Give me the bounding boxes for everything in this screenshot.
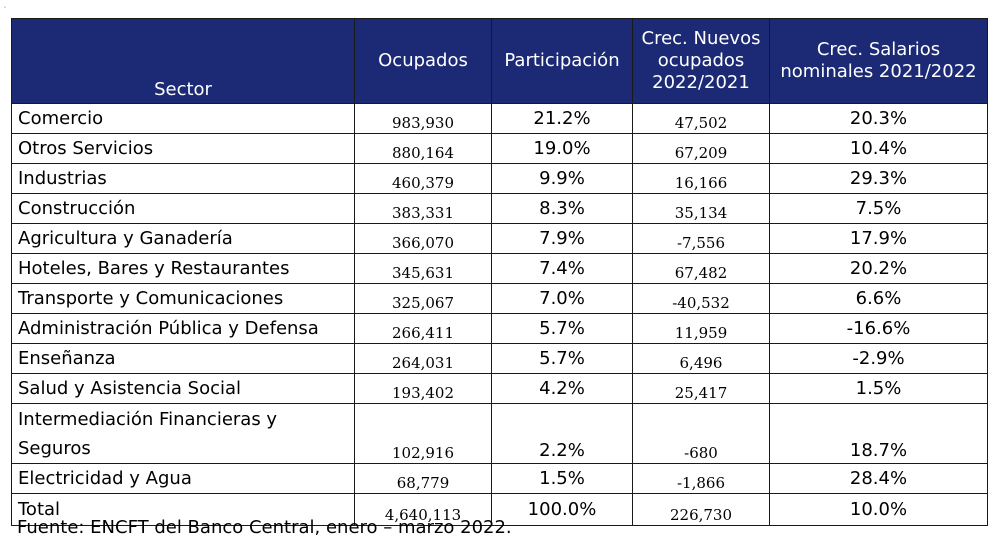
cell-crec-salarios: -16.6%: [769, 313, 988, 344]
table-row: Transporte y Comunicaciones 325,067 7.0%…: [11, 283, 988, 314]
cell-crec-salarios: 17.9%: [769, 223, 988, 254]
cell-ocupados: 325,067: [354, 283, 492, 314]
cell-sector-line2: Seguros: [18, 437, 91, 459]
cell-participacion: 7.4%: [491, 253, 633, 284]
cell-ocupados: 460,379: [354, 163, 492, 194]
header-sector: Sector: [11, 18, 355, 104]
cell-participacion: 9.9%: [491, 163, 633, 194]
cell-sector-line1: Intermediación Financieras y: [18, 408, 278, 430]
table-row: Intermediación Financieras y Seguros 102,…: [11, 403, 988, 464]
table-row: Hoteles, Bares y Restaurantes 345,631 7.…: [11, 253, 988, 284]
table-row: Electricidad y Agua 68,779 1.5% -1,866 2…: [11, 463, 988, 494]
cell-ocupados: 983,930: [354, 103, 492, 134]
cell-crec-nuevos: 11,959: [632, 313, 770, 344]
header-participacion: Participación: [491, 18, 633, 104]
corner-mark: ʼ: [4, 6, 6, 13]
cell-crec-salarios: 20.2%: [769, 253, 988, 284]
total-crec-nuevos: 226,730: [632, 493, 770, 526]
table-row: Comercio 983,930 21.2% 47,502 20.3%: [11, 103, 988, 134]
total-crec-salarios: 10.0%: [769, 493, 988, 526]
employment-table: Sector Ocupados Participación Crec. Nuev…: [11, 18, 988, 526]
cell-ocupados: 266,411: [354, 313, 492, 344]
cell-participacion: 1.5%: [491, 463, 633, 494]
header-crec-salarios: Crec. Salarios nominales 2021/2022: [769, 18, 988, 104]
total-label: Total: [11, 493, 355, 526]
cell-ocupados: 880,164: [354, 133, 492, 164]
cell-ocupados: 345,631: [354, 253, 492, 284]
cell-crec-salarios: -2.9%: [769, 343, 988, 374]
cell-sector: Enseñanza: [11, 343, 355, 374]
cell-crec-nuevos: 47,502: [632, 103, 770, 134]
cell-crec-nuevos: 67,209: [632, 133, 770, 164]
table-row: Agricultura y Ganadería 366,070 7.9% -7,…: [11, 223, 988, 254]
cell-crec-salarios: 28.4%: [769, 463, 988, 494]
total-participacion: 100.0%: [491, 493, 633, 526]
cell-participacion: 19.0%: [491, 133, 633, 164]
cell-sector: Administración Pública y Defensa: [11, 313, 355, 344]
cell-crec-salarios: 7.5%: [769, 193, 988, 224]
cell-sector: Hoteles, Bares y Restaurantes: [11, 253, 355, 284]
cell-ocupados: 102,916: [354, 403, 492, 464]
cell-crec-salarios: 10.4%: [769, 133, 988, 164]
cell-sector: Industrias: [11, 163, 355, 194]
header-crec-nuevos: Crec. Nuevos ocupados 2022/2021: [632, 18, 770, 104]
cell-crec-nuevos: -40,532: [632, 283, 770, 314]
cell-ocupados: 366,070: [354, 223, 492, 254]
cell-crec-nuevos: 25,417: [632, 373, 770, 404]
cell-participacion: 5.7%: [491, 343, 633, 374]
cell-participacion: 7.9%: [491, 223, 633, 254]
cell-participacion: 4.2%: [491, 373, 633, 404]
cell-crec-salarios: 1.5%: [769, 373, 988, 404]
cell-ocupados: 68,779: [354, 463, 492, 494]
cell-participacion: 8.3%: [491, 193, 633, 224]
header-row: Sector Ocupados Participación Crec. Nuev…: [11, 18, 988, 104]
table-row: Administración Pública y Defensa 266,411…: [11, 313, 988, 344]
cell-crec-nuevos: 16,166: [632, 163, 770, 194]
cell-sector: Salud y Asistencia Social: [11, 373, 355, 404]
table-row: Salud y Asistencia Social 193,402 4.2% 2…: [11, 373, 988, 404]
cell-sector: Transporte y Comunicaciones: [11, 283, 355, 314]
table-row: Industrias 460,379 9.9% 16,166 29.3%: [11, 163, 988, 194]
total-row: Total 4,640,113 100.0% 226,730 10.0%: [11, 493, 988, 526]
cell-crec-nuevos: -680: [632, 403, 770, 464]
cell-crec-salarios: 20.3%: [769, 103, 988, 134]
cell-participacion: 5.7%: [491, 313, 633, 344]
table-row: Otros Servicios 880,164 19.0% 67,209 10.…: [11, 133, 988, 164]
cell-crec-nuevos: -1,866: [632, 463, 770, 494]
table-row: Enseñanza 264,031 5.7% 6,496 -2.9%: [11, 343, 988, 374]
cell-participacion: 7.0%: [491, 283, 633, 314]
cell-sector: Comercio: [11, 103, 355, 134]
cell-crec-nuevos: 67,482: [632, 253, 770, 284]
table-body: Comercio 983,930 21.2% 47,502 20.3% Otro…: [11, 103, 988, 526]
cell-sector: Intermediación Financieras y Seguros: [11, 403, 355, 464]
cell-crec-nuevos: -7,556: [632, 223, 770, 254]
cell-participacion: 2.2%: [491, 403, 633, 464]
cell-ocupados: 383,331: [354, 193, 492, 224]
cell-sector: Agricultura y Ganadería: [11, 223, 355, 254]
cell-crec-salarios: 6.6%: [769, 283, 988, 314]
cell-crec-salarios: 18.7%: [769, 403, 988, 464]
table-row: Construcción 383,331 8.3% 35,134 7.5%: [11, 193, 988, 224]
cell-sector: Construcción: [11, 193, 355, 224]
cell-ocupados: 264,031: [354, 343, 492, 374]
cell-crec-salarios: 29.3%: [769, 163, 988, 194]
total-ocupados: 4,640,113: [354, 493, 492, 526]
header-ocupados: Ocupados: [354, 18, 492, 104]
cell-participacion: 21.2%: [491, 103, 633, 134]
cell-sector: Electricidad y Agua: [11, 463, 355, 494]
source-note: Fuente: ENCFT del Banco Central, enero –…: [17, 517, 512, 538]
cell-crec-nuevos: 35,134: [632, 193, 770, 224]
cell-ocupados: 193,402: [354, 373, 492, 404]
cell-sector: Otros Servicios: [11, 133, 355, 164]
cell-crec-nuevos: 6,496: [632, 343, 770, 374]
